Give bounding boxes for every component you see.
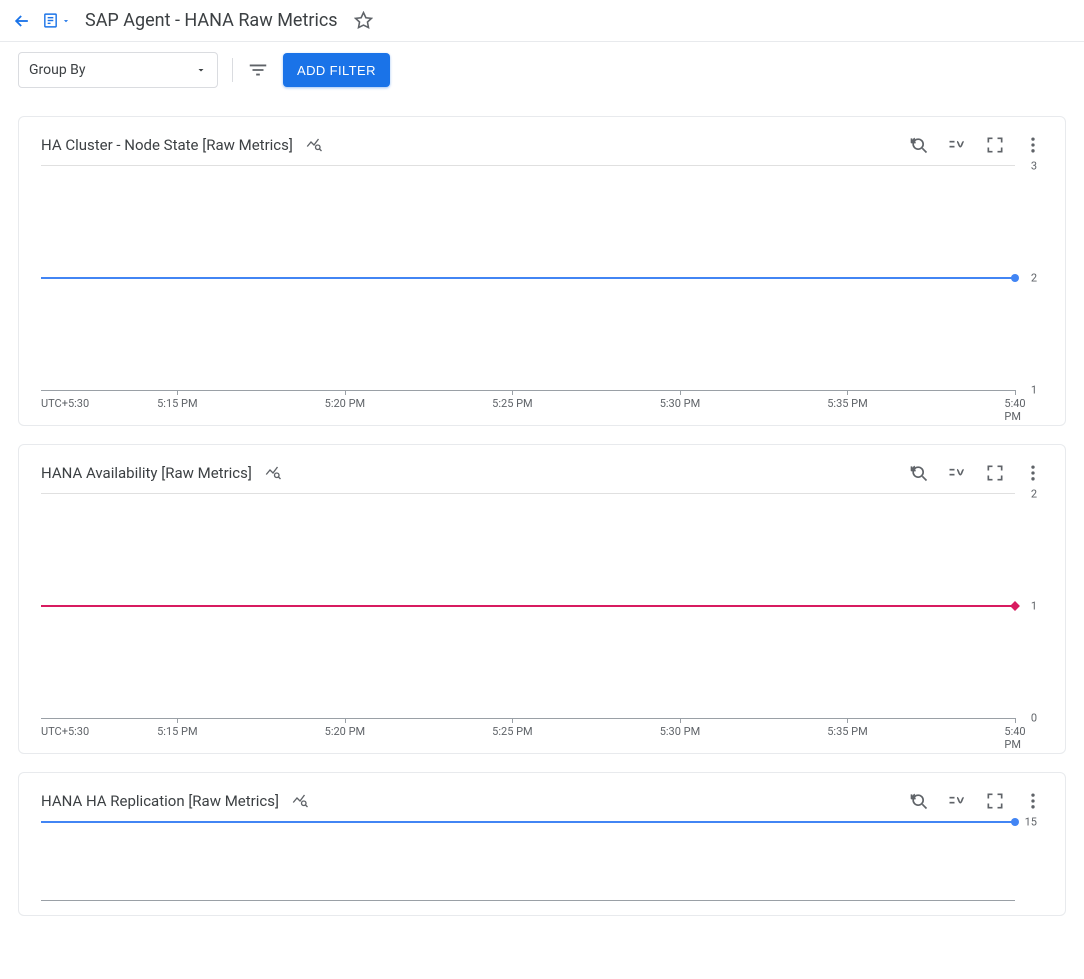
page-header: SAP Agent - HANA Raw Metrics: [0, 0, 1084, 42]
panel-title: HA Cluster - Node State [Raw Metrics]: [41, 136, 293, 154]
x-axis-label: 5:30 PM: [660, 397, 700, 410]
y-axis-label: 15: [1025, 816, 1037, 829]
x-axis-label: 5:40 PM: [1004, 397, 1025, 423]
x-axis-label: 5:40 PM: [1004, 725, 1025, 751]
x-tick: [680, 390, 681, 395]
fullscreen-icon[interactable]: [985, 463, 1005, 483]
series-end-marker: [1010, 601, 1020, 611]
chart-plot-area[interactable]: 321: [41, 165, 1015, 391]
x-axis-label: 5:15 PM: [157, 725, 197, 738]
panel-actions: [909, 463, 1043, 483]
star-icon[interactable]: [354, 11, 373, 30]
dashboard-type-icon[interactable]: [42, 12, 71, 29]
timezone-label: UTC+5:30: [41, 725, 89, 738]
x-tick: [1015, 390, 1016, 395]
x-axis-label: 5:20 PM: [325, 397, 365, 410]
toolbar-divider: [232, 58, 233, 82]
chart-panel: HANA HA Replication [Raw Metrics] 15: [18, 772, 1066, 916]
group-by-label: Group By: [29, 62, 86, 78]
panel-actions: [909, 135, 1043, 155]
x-tick: [177, 718, 178, 723]
chart-plot-area[interactable]: 210: [41, 493, 1015, 719]
more-options-icon[interactable]: [1023, 463, 1043, 483]
series-end-marker: [1011, 274, 1019, 282]
x-axis-label: 5:30 PM: [660, 725, 700, 738]
y-axis-label: 2: [1031, 488, 1037, 501]
x-tick: [345, 390, 346, 395]
back-arrow-icon[interactable]: [12, 11, 32, 31]
series-end-marker: [1011, 818, 1019, 826]
chart-panel: HA Cluster - Node State [Raw Metrics] 32…: [18, 116, 1066, 426]
x-axis-label: 5:25 PM: [492, 397, 532, 410]
add-filter-button[interactable]: ADD FILTER: [283, 53, 390, 87]
reset-zoom-icon[interactable]: [909, 135, 929, 155]
y-axis-label: 1: [1031, 384, 1037, 397]
panels-container: HA Cluster - Node State [Raw Metrics] 32…: [0, 116, 1084, 934]
fullscreen-icon[interactable]: [985, 791, 1005, 811]
y-axis-label: 3: [1031, 160, 1037, 173]
legend-toggle-icon[interactable]: [947, 463, 967, 483]
x-tick: [512, 390, 513, 395]
metrics-explorer-icon[interactable]: [305, 136, 323, 154]
more-options-icon[interactable]: [1023, 135, 1043, 155]
metrics-explorer-icon[interactable]: [291, 792, 309, 810]
reset-zoom-icon[interactable]: [909, 463, 929, 483]
more-options-icon[interactable]: [1023, 791, 1043, 811]
x-axis-label: 5:35 PM: [827, 397, 867, 410]
page-title: SAP Agent - HANA Raw Metrics: [85, 10, 338, 31]
panel-title: HANA HA Replication [Raw Metrics]: [41, 792, 279, 810]
x-tick: [345, 718, 346, 723]
legend-toggle-icon[interactable]: [947, 791, 967, 811]
x-tick: [512, 718, 513, 723]
filter-toolbar: Group By ADD FILTER: [0, 42, 1084, 98]
filter-list-icon[interactable]: [247, 59, 269, 81]
series-line: [41, 605, 1015, 607]
x-tick: [680, 718, 681, 723]
chart-plot-area[interactable]: 15: [41, 821, 1015, 901]
timezone-label: UTC+5:30: [41, 397, 89, 410]
series-line: [41, 821, 1015, 823]
panel-actions: [909, 791, 1043, 811]
x-axis: UTC+5:30 5:15 PM 5:20 PM 5:25 PM 5:30 PM 5:35…: [41, 725, 1015, 739]
x-axis: UTC+5:30 5:15 PM 5:20 PM 5:25 PM 5:30 PM 5:35…: [41, 397, 1015, 411]
x-tick: [177, 390, 178, 395]
group-by-dropdown[interactable]: Group By: [18, 52, 218, 88]
legend-toggle-icon[interactable]: [947, 135, 967, 155]
x-axis-label: 5:20 PM: [325, 725, 365, 738]
metrics-explorer-icon[interactable]: [264, 464, 282, 482]
y-axis-label: 2: [1031, 272, 1037, 285]
x-axis-label: 5:15 PM: [157, 397, 197, 410]
series-line: [41, 277, 1015, 279]
x-axis-label: 5:25 PM: [492, 725, 532, 738]
reset-zoom-icon[interactable]: [909, 791, 929, 811]
y-axis-label: 1: [1031, 600, 1037, 613]
x-axis-label: 5:35 PM: [827, 725, 867, 738]
fullscreen-icon[interactable]: [985, 135, 1005, 155]
chevron-down-icon: [195, 64, 207, 76]
y-axis-label: 0: [1031, 712, 1037, 725]
x-tick: [847, 718, 848, 723]
x-tick: [847, 390, 848, 395]
x-tick: [1015, 718, 1016, 723]
chart-panel: HANA Availability [Raw Metrics] 210UTC+5…: [18, 444, 1066, 754]
panel-title: HANA Availability [Raw Metrics]: [41, 464, 252, 482]
